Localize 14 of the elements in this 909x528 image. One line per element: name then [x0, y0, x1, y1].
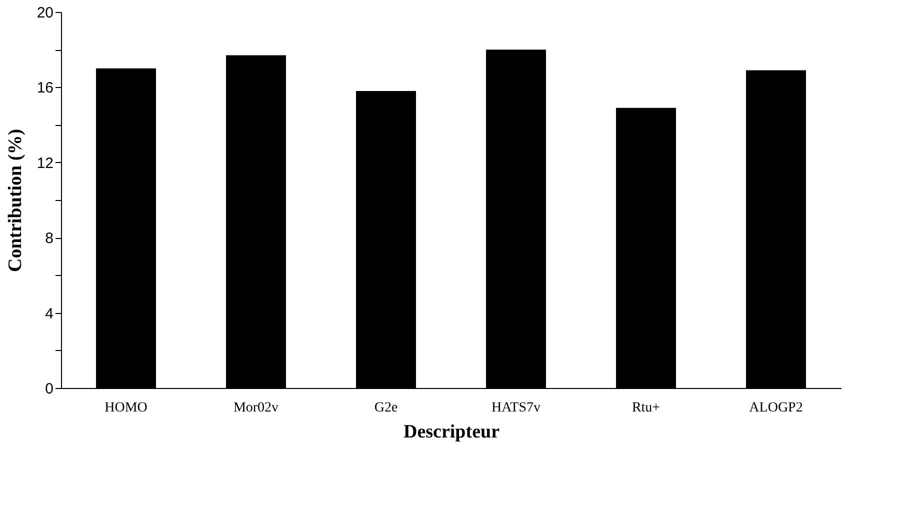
- y-tick-label: 12: [36, 154, 54, 172]
- x-axis-title: Descripteur: [403, 422, 500, 442]
- x-tick-label: ALOGP2: [749, 400, 803, 416]
- x-tick-label: Rtu+: [632, 400, 660, 416]
- y-tick-label: 20: [36, 4, 54, 22]
- y-tick-label: 4: [45, 305, 54, 322]
- x-tick-label: Mor02v: [233, 400, 279, 416]
- y-tick-label: 0: [45, 380, 54, 398]
- x-tick-label: HATS7v: [491, 400, 541, 416]
- y-tick-label: 8: [45, 230, 54, 248]
- y-axis-title: Contribution (%): [4, 128, 26, 272]
- x-tick-label: G2e: [374, 400, 398, 416]
- x-tick-label: HOMO: [104, 400, 148, 416]
- y-tick-label: 16: [36, 80, 54, 97]
